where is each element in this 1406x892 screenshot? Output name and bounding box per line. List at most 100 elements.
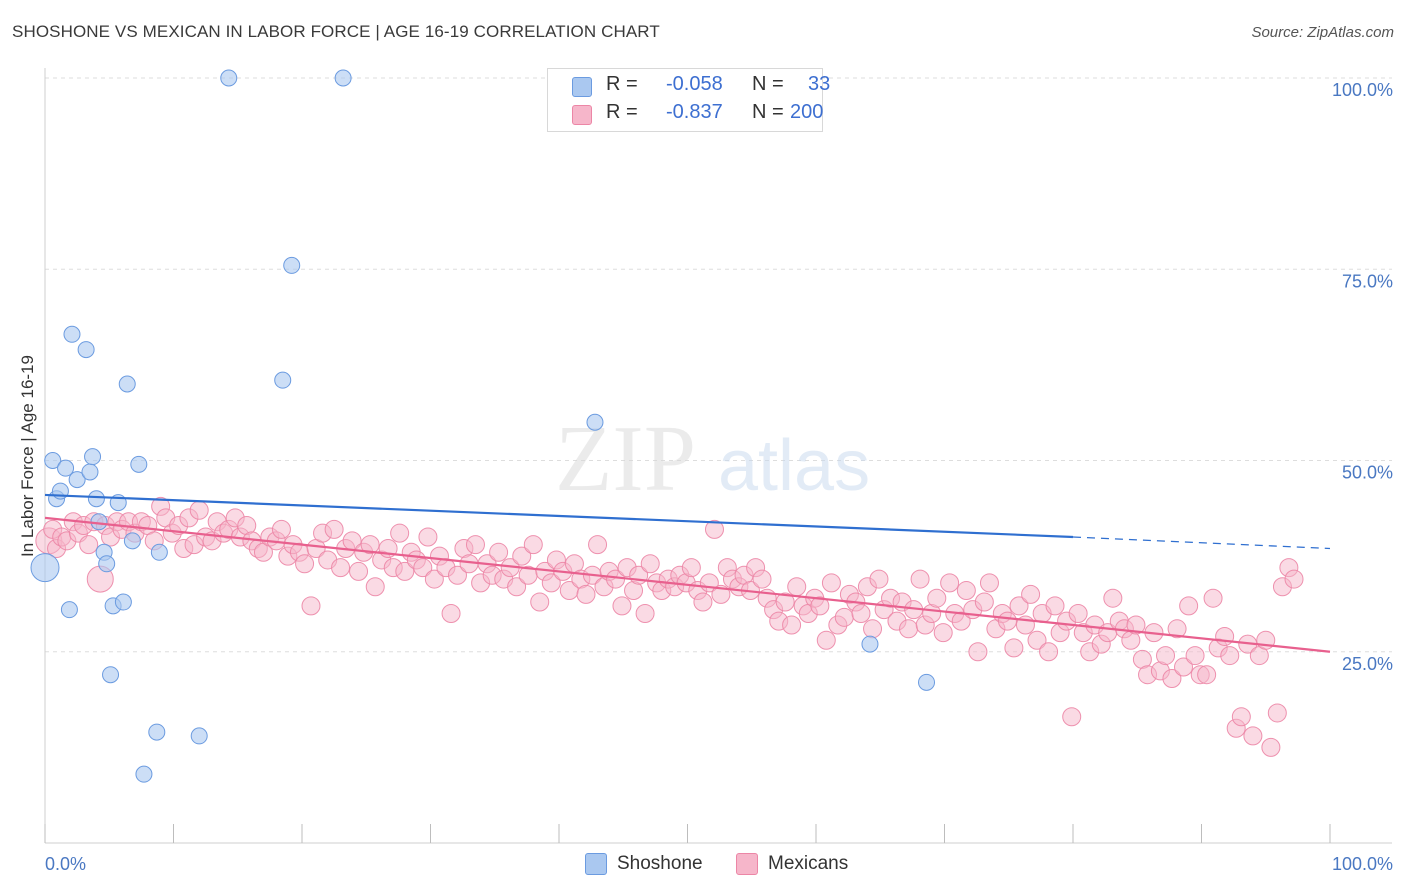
- mexicans-point: [1197, 665, 1217, 685]
- bottom-shoshone-swatch: [585, 853, 607, 875]
- mexicans-r-label: R =: [606, 101, 638, 123]
- shoshone-point: [44, 452, 62, 469]
- shoshone-point: [586, 413, 604, 431]
- mexicans-point: [507, 577, 527, 597]
- shoshone-point: [334, 69, 352, 87]
- bottom-legend-shoshone: Shoshone: [585, 851, 703, 877]
- mexicans-point: [816, 630, 836, 650]
- shoshone-point: [84, 448, 102, 466]
- y-tick-label-75: 75.0%: [1342, 271, 1393, 291]
- mexicans-point: [1231, 707, 1251, 727]
- shoshone-point: [114, 593, 132, 611]
- watermark-zip: ZIP: [555, 407, 696, 511]
- mexicans-point: [933, 623, 953, 643]
- mexicans-point: [271, 519, 291, 539]
- shoshone-point: [130, 455, 148, 473]
- mexicans-point: [301, 596, 321, 616]
- shoshone-point: [148, 723, 166, 741]
- mexicans-point: [541, 573, 561, 593]
- mexicans-point: [1009, 596, 1029, 616]
- shoshone-point: [98, 555, 116, 573]
- mexicans-n-label: N =: [752, 101, 784, 123]
- mexicans-point: [1045, 596, 1065, 616]
- axis-labels: 100.0% 75.0% 50.0% 25.0% 0.0% 100.0%: [45, 80, 1393, 874]
- mexicans-point: [1162, 669, 1182, 689]
- mexicans-point: [997, 611, 1017, 631]
- mexicans-point: [424, 569, 444, 589]
- shoshone-point: [77, 341, 95, 359]
- mexicans-point: [295, 554, 315, 574]
- source-label: Source: ZipAtlas.com: [1251, 24, 1394, 41]
- mexicans-point: [441, 604, 461, 623]
- mexicans-point: [465, 535, 485, 555]
- shoshone-point: [118, 375, 136, 393]
- mexicans-point: [979, 573, 999, 593]
- mexicans-point: [1021, 584, 1041, 604]
- mexicans-point: [447, 565, 467, 585]
- mexicans-point: [951, 611, 971, 631]
- correlation-legend: R = -0.058 N = 33 R = -0.837 N = 200: [547, 68, 830, 132]
- shoshone-point: [102, 666, 120, 684]
- mexicans-point: [974, 592, 994, 612]
- shoshone-point: [90, 513, 108, 531]
- mexicans-point: [612, 596, 632, 616]
- shoshone-n-value: 33: [808, 73, 831, 95]
- mexicans-point: [1039, 642, 1059, 662]
- mexicans-point: [899, 619, 919, 639]
- shoshone-point: [190, 727, 208, 745]
- shoshone-point: [60, 601, 78, 619]
- mexicans-point: [395, 561, 415, 581]
- mexicans-point: [1062, 707, 1082, 727]
- mexicans-point: [1103, 588, 1123, 608]
- mexicans-point: [711, 584, 731, 604]
- shoshone-point: [81, 463, 99, 481]
- shoshone-point: [63, 325, 81, 343]
- shoshone-r-value: -0.058: [666, 73, 723, 95]
- shoshone-point: [68, 471, 86, 489]
- x-tick-label-0: 0.0%: [45, 854, 86, 874]
- mexicans-point: [968, 642, 988, 662]
- mexicans-point: [1185, 646, 1205, 666]
- mexicans-point: [489, 542, 509, 562]
- mexicans-point: [834, 607, 854, 627]
- mexicans-point: [1220, 646, 1240, 666]
- mexicans-point: [1261, 737, 1281, 757]
- mexicans-point: [1126, 615, 1146, 635]
- mexicans-point: [1179, 596, 1199, 616]
- shoshone-point: [861, 635, 879, 653]
- mexicans-point: [324, 519, 344, 539]
- y-tick-label-50: 50.0%: [1342, 463, 1393, 483]
- mexicans-point: [418, 527, 438, 547]
- mexicans-point: [189, 500, 209, 520]
- mexicans-point: [512, 546, 532, 566]
- mexicans-r-value: -0.837: [666, 101, 723, 123]
- mexicans-point: [530, 592, 550, 612]
- mexicans-point: [1167, 619, 1187, 639]
- watermark-atlas: atlas: [718, 426, 870, 506]
- shoshone-r-label: R =: [606, 73, 638, 95]
- bottom-legend-mexicans: Mexicans: [736, 851, 848, 877]
- mexicans-point: [523, 535, 543, 555]
- mexicans-point: [576, 584, 596, 604]
- shoshone-point: [283, 256, 301, 274]
- mexicans-point: [1004, 638, 1024, 658]
- y-axis-title: In Labor Force | Age 16-19: [18, 355, 37, 557]
- mexicans-point: [821, 573, 841, 593]
- mexicans-point: [588, 535, 608, 555]
- y-tick-label-100: 100.0%: [1332, 80, 1393, 100]
- trend-lines: [44, 493, 1331, 653]
- mexicans-point: [635, 604, 655, 623]
- mexicans-point: [331, 558, 351, 578]
- shoshone-point: [123, 532, 141, 550]
- mexicans-point: [775, 592, 795, 612]
- shoshone-swatch: [572, 77, 592, 97]
- mexicans-point: [704, 519, 724, 539]
- x-tick-label-100: 100.0%: [1332, 854, 1393, 874]
- shoshone-trend-extension: [1072, 536, 1331, 550]
- shoshone-point: [274, 371, 292, 389]
- shoshone-point: [57, 459, 75, 477]
- mexicans-point: [1027, 630, 1047, 650]
- mexicans-point: [349, 561, 369, 581]
- shoshone-points: [30, 69, 936, 783]
